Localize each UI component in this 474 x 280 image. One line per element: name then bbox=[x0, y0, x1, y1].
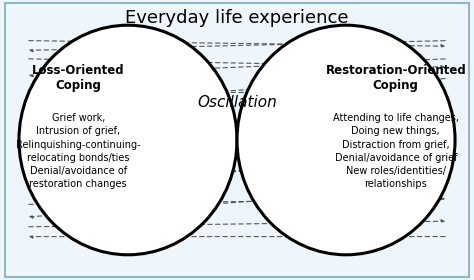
Text: Attending to life changes,
Doing new things,
Distraction from grief,
Denial/avoi: Attending to life changes, Doing new thi… bbox=[333, 113, 459, 189]
Text: Loss-Oriented
Coping: Loss-Oriented Coping bbox=[32, 64, 125, 92]
Ellipse shape bbox=[19, 25, 237, 255]
FancyBboxPatch shape bbox=[5, 3, 469, 277]
Text: Oscillation: Oscillation bbox=[197, 95, 277, 110]
Text: Restoration-Oriented
Coping: Restoration-Oriented Coping bbox=[326, 64, 466, 92]
Ellipse shape bbox=[237, 25, 455, 255]
Text: Grief work,
Intrusion of grief,
Relinquishing-continuing-
relocating bonds/ties
: Grief work, Intrusion of grief, Relinqui… bbox=[16, 113, 140, 189]
Text: Everyday life experience: Everyday life experience bbox=[125, 9, 349, 27]
